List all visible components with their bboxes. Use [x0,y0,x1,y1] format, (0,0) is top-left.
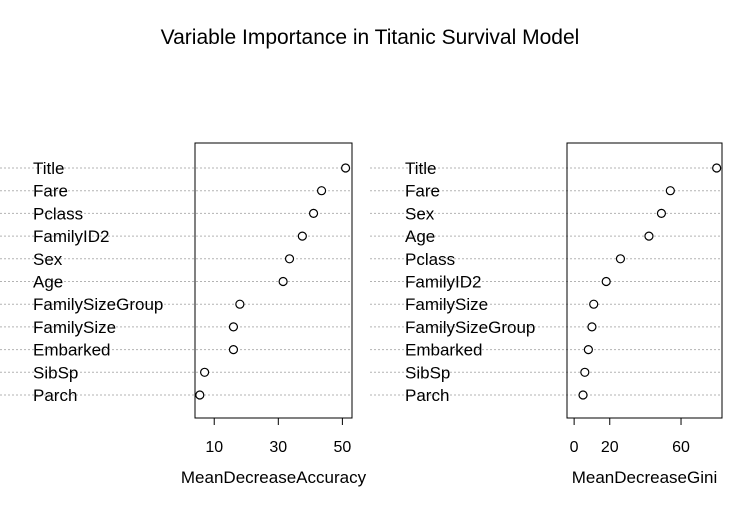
category-label: FamilySize [405,295,488,314]
x-tick-label: 0 [570,439,579,456]
category-label: Age [405,227,435,246]
data-point [644,231,654,241]
category-label: FamilyID2 [33,227,110,246]
category-label: Embarked [33,341,110,360]
data-point [228,345,239,355]
category-label: SibSp [33,363,78,382]
data-point [589,299,599,309]
category-label: Sex [33,250,63,269]
data-point [228,322,239,332]
data-point [615,254,626,264]
panel-2: Title Fare Sex Age Pclass FamilyID2 FamilySize… [370,142,723,487]
category-label: FamilySizeGroup [405,318,535,337]
plot-frame [566,142,723,419]
panels: Title Fare Pclass FamilyID2 Sex Age FamilySize… [0,142,723,487]
category-label: Pclass [405,250,455,269]
data-point [308,208,319,218]
category-label: Sex [405,204,435,223]
data-point [340,163,351,173]
x-axis-label: MeanDecreaseAccuracy [181,468,367,487]
x-tick-label: 30 [269,439,287,456]
panel-1: Title Fare Pclass FamilyID2 Sex Age FamilySize… [0,142,367,487]
category-label: Pclass [33,204,83,223]
category-label: FamilySizeGroup [33,295,163,314]
x-tick-label: 60 [672,439,690,456]
category-label: Embarked [405,341,482,360]
category-label: Parch [33,386,77,405]
data-point [712,163,722,173]
chart-title: Variable Importance in Titanic Survival … [161,26,580,49]
category-label: Title [405,159,437,178]
data-point [200,367,210,377]
data-point [316,186,327,196]
x-axis-label: MeanDecreaseGini [572,468,718,487]
data-point [235,299,245,309]
category-label: Title [33,159,65,178]
data-point [284,254,295,264]
data-point [278,276,288,287]
category-label: Fare [405,182,440,201]
category-label: FamilyID2 [405,273,482,292]
data-point [583,345,593,355]
data-point [601,276,611,287]
x-tick-label: 50 [333,439,351,456]
data-point [195,390,205,400]
data-point [297,231,307,241]
data-point [580,367,590,377]
x-tick-label: 10 [205,439,223,456]
category-label: Parch [405,386,449,405]
category-label: FamilySize [33,318,116,337]
category-label: Fare [33,182,68,201]
plot-frame [194,142,353,419]
category-label: SibSp [405,363,450,382]
data-point [656,208,667,218]
data-point [665,186,675,196]
category-label: Age [33,273,63,292]
data-point [578,390,588,400]
x-tick-label: 20 [601,439,619,456]
data-point [587,322,597,332]
